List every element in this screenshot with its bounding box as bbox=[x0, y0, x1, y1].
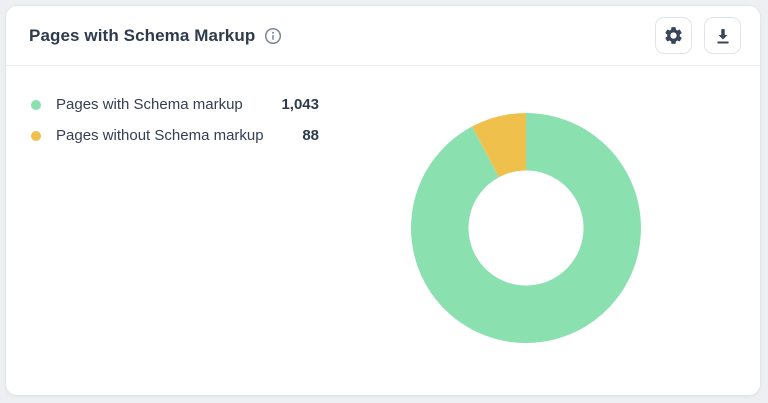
donut-slice-with-schema[interactable] bbox=[410, 113, 641, 343]
widget-title: Pages with Schema Markup bbox=[29, 25, 256, 45]
download-button[interactable] bbox=[704, 17, 741, 54]
widget-header: Pages with Schema Markup bbox=[6, 6, 760, 66]
legend-label: Pages with Schema markup bbox=[56, 96, 243, 113]
settings-button[interactable] bbox=[655, 17, 692, 54]
gear-icon bbox=[663, 25, 684, 46]
download-icon bbox=[713, 26, 733, 46]
legend-dot-green bbox=[31, 99, 41, 110]
legend-label: Pages without Schema markup bbox=[56, 127, 264, 144]
header-actions bbox=[655, 17, 741, 54]
donut-chart[interactable] bbox=[406, 108, 646, 348]
schema-markup-widget: Pages with Schema Markup bbox=[5, 5, 761, 396]
legend-value: 88 bbox=[302, 127, 319, 144]
info-icon[interactable] bbox=[264, 27, 282, 45]
chart-legend: Pages with Schema markup 1,043 Pages wit… bbox=[31, 89, 319, 151]
widget-body: Pages with Schema markup 1,043 Pages wit… bbox=[6, 66, 760, 395]
legend-value: 1,043 bbox=[281, 96, 319, 113]
donut-slice-without-schema[interactable] bbox=[471, 113, 526, 178]
donut-chart-container bbox=[406, 108, 646, 348]
legend-dot-yellow bbox=[31, 130, 41, 141]
